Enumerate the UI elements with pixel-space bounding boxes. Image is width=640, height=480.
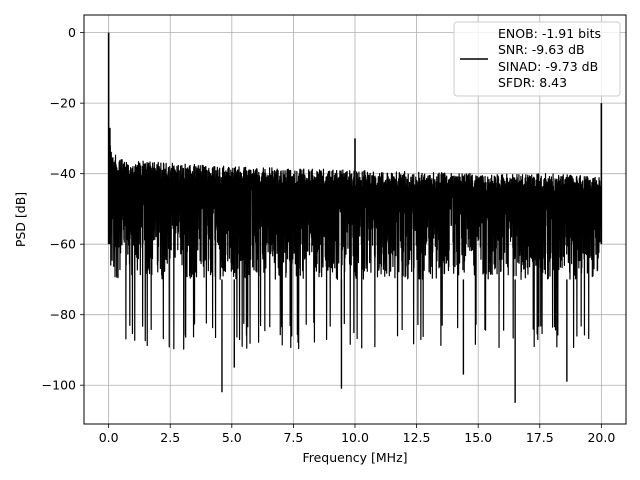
legend-box bbox=[453, 21, 621, 97]
x-tick-label: 7.5 bbox=[283, 430, 303, 445]
legend-entry-enob: ENOB: -1.91 bits bbox=[498, 26, 601, 41]
x-tick-label: 12.5 bbox=[403, 430, 431, 445]
y-axis: 0 −20 −40 −60 −80 −100 bbox=[42, 25, 84, 393]
plot-area bbox=[107, 32, 603, 403]
legend-entry-sinad: SINAD: -9.73 dB bbox=[498, 59, 598, 74]
series-group bbox=[107, 32, 603, 403]
x-tick-label: 20.0 bbox=[587, 430, 615, 445]
y-tick-label: 0 bbox=[68, 25, 76, 40]
x-tick-label: 15.0 bbox=[464, 430, 492, 445]
x-tick-label: 5.0 bbox=[222, 430, 242, 445]
x-tick-label: 10.0 bbox=[341, 430, 369, 445]
y-tick-label: −60 bbox=[50, 237, 76, 252]
y-tick-label: −20 bbox=[50, 96, 76, 111]
x-tick-label: 0.0 bbox=[99, 430, 119, 445]
x-tick-label: 2.5 bbox=[160, 430, 180, 445]
y-tick-label: −40 bbox=[50, 166, 76, 181]
legend-entry-sfdr: SFDR: 8.43 bbox=[498, 75, 567, 90]
y-tick-label: −80 bbox=[50, 307, 76, 322]
y-axis-label: PSD [dB] bbox=[13, 192, 28, 247]
x-tick-label: 17.5 bbox=[526, 430, 554, 445]
legend: ENOB: -1.91 bits SNR: -9.63 dB SINAD: -9… bbox=[453, 21, 621, 97]
x-axis: 0.0 2.5 5.0 7.5 10.0 12.5 15.0 17.5 20.0 bbox=[99, 424, 615, 445]
x-axis-label: Frequency [MHz] bbox=[302, 450, 407, 465]
y-tick-label: −100 bbox=[42, 378, 76, 393]
legend-entry-snr: SNR: -9.63 dB bbox=[498, 42, 585, 57]
